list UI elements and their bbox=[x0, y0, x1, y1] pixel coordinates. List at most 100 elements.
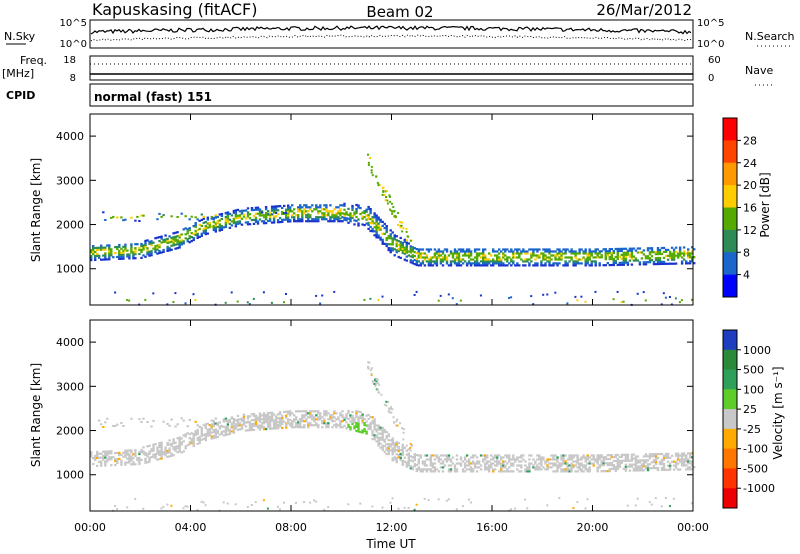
echo-cell bbox=[395, 461, 398, 464]
echo-cell bbox=[363, 424, 366, 427]
echo-cell bbox=[254, 424, 258, 427]
echo-cell bbox=[467, 260, 471, 263]
echo-cell bbox=[624, 453, 628, 456]
echo-cell bbox=[484, 248, 487, 251]
echo-cell bbox=[556, 254, 559, 257]
echo-cell bbox=[520, 252, 523, 255]
echo-cell bbox=[150, 240, 153, 243]
echo-cell bbox=[287, 422, 290, 425]
echo-cell bbox=[646, 459, 650, 462]
echo-cell bbox=[377, 226, 380, 229]
echo-cell bbox=[668, 252, 672, 255]
echo-cell bbox=[391, 451, 394, 454]
echo-cell bbox=[369, 422, 372, 425]
echo-cell bbox=[670, 262, 674, 265]
echo-cell bbox=[333, 416, 336, 419]
echo-cell bbox=[435, 264, 439, 267]
echo-cell bbox=[399, 458, 402, 461]
echo-cell bbox=[660, 452, 664, 456]
echo-cell bbox=[162, 214, 165, 217]
echo-cell bbox=[678, 458, 682, 461]
echo-cell bbox=[580, 295, 583, 298]
echo-cell bbox=[616, 453, 619, 457]
echo-cell bbox=[313, 218, 316, 221]
echo-cell bbox=[136, 215, 139, 218]
echo-cell bbox=[347, 221, 350, 224]
echo-cell bbox=[281, 210, 284, 214]
echo-cell bbox=[626, 459, 630, 462]
echo-cell bbox=[508, 460, 511, 463]
echo-cell bbox=[381, 444, 384, 447]
echo-cell bbox=[387, 447, 390, 450]
echo-cell bbox=[465, 254, 469, 257]
echo-cell bbox=[453, 470, 457, 473]
echo-cell bbox=[401, 241, 404, 244]
echo-cell bbox=[142, 450, 145, 453]
echo-cell bbox=[329, 210, 332, 213]
echo-cell bbox=[176, 437, 179, 440]
echo-cell bbox=[323, 208, 326, 211]
echo-cell bbox=[311, 220, 314, 223]
echo-cell bbox=[299, 218, 302, 221]
colorbar-tick-label: 4 bbox=[743, 269, 750, 282]
echo-cell bbox=[94, 250, 97, 254]
echo-cell bbox=[228, 222, 232, 225]
echo-cell bbox=[371, 434, 374, 437]
echo-cell bbox=[108, 254, 111, 257]
echo-cell bbox=[140, 256, 143, 259]
echo-cell bbox=[375, 234, 378, 237]
echo-cell bbox=[224, 425, 228, 428]
echo-cell bbox=[403, 240, 406, 243]
echo-cell bbox=[417, 250, 420, 253]
echo-cell bbox=[150, 242, 153, 245]
echo-cell bbox=[315, 208, 318, 211]
echo-cell bbox=[377, 184, 380, 187]
echo-cell bbox=[666, 456, 670, 459]
echo-cell bbox=[672, 258, 676, 261]
echo-cell bbox=[676, 458, 680, 461]
echo-cell bbox=[268, 213, 272, 216]
echo-cell bbox=[385, 244, 388, 248]
echo-cell bbox=[254, 212, 258, 215]
echo-cell bbox=[108, 458, 111, 461]
echo-cell bbox=[276, 209, 280, 212]
echo-cell bbox=[168, 451, 171, 454]
echo-cell bbox=[433, 248, 437, 251]
echo-cell bbox=[413, 263, 416, 266]
echo-cell bbox=[262, 416, 266, 419]
echo-cell bbox=[388, 407, 390, 410]
echo-cell bbox=[138, 220, 141, 222]
echo-cell bbox=[616, 463, 619, 466]
echo-cell bbox=[516, 248, 519, 251]
echo-cell bbox=[295, 422, 298, 425]
echo-cell bbox=[375, 434, 378, 437]
echo-cell bbox=[606, 250, 609, 253]
echo-cell bbox=[449, 458, 453, 461]
echo-cell bbox=[453, 466, 457, 469]
echo-cell bbox=[148, 460, 151, 463]
echo-cell bbox=[560, 462, 563, 465]
echo-cell bbox=[339, 208, 342, 211]
echo-cell bbox=[411, 262, 414, 265]
echo-cell bbox=[658, 262, 662, 266]
echo-cell bbox=[471, 462, 475, 465]
echo-cell bbox=[482, 454, 485, 457]
echo-cell bbox=[642, 263, 646, 266]
echo-cell bbox=[388, 194, 391, 197]
echo-cell bbox=[266, 417, 270, 421]
echo-cell bbox=[556, 460, 559, 463]
echo-cell bbox=[202, 424, 205, 427]
echo-cell bbox=[250, 219, 254, 222]
echo-cell bbox=[584, 300, 587, 303]
echo-cell bbox=[214, 214, 217, 217]
echo-cell bbox=[429, 256, 433, 259]
echo-cell bbox=[379, 446, 382, 449]
echo-cell bbox=[630, 257, 634, 260]
echo-cell bbox=[668, 466, 672, 469]
echo-cell bbox=[548, 256, 551, 259]
echo-cell bbox=[379, 426, 382, 429]
echo-cell bbox=[176, 243, 179, 246]
echo-cell bbox=[693, 262, 696, 265]
echo-cell bbox=[252, 412, 256, 416]
echo-cell bbox=[664, 456, 668, 459]
